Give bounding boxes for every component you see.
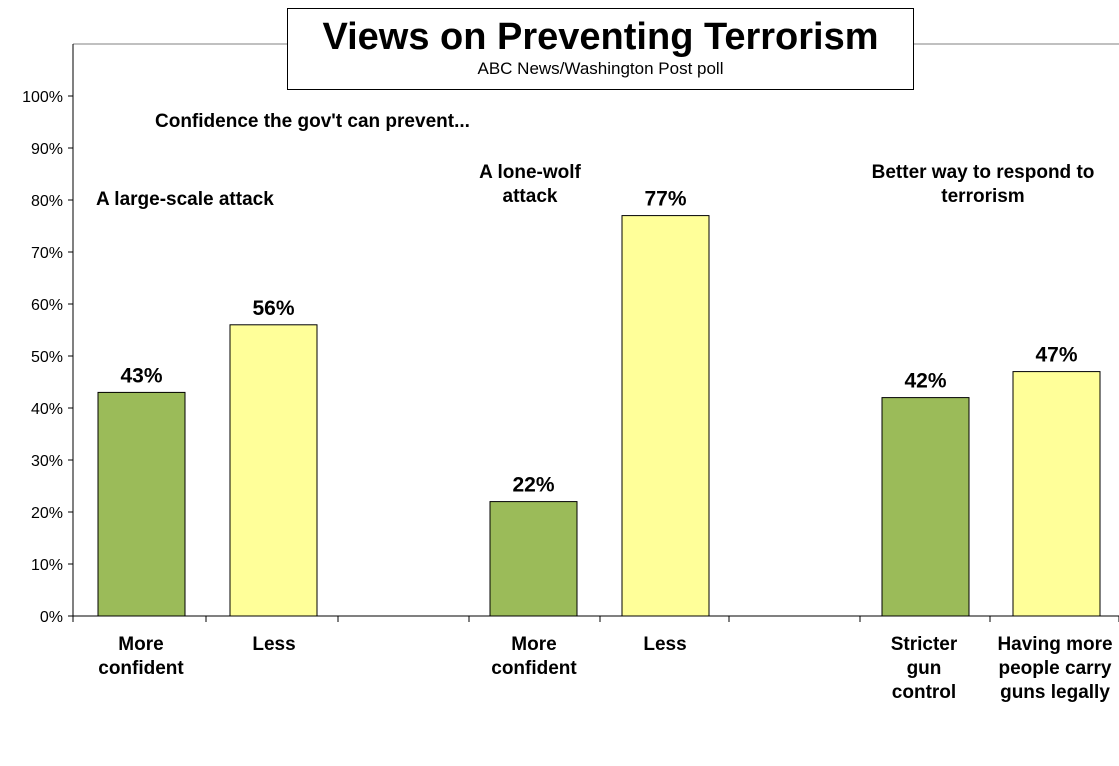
chart-subtitle: ABC News/Washington Post poll: [477, 59, 724, 78]
y-tick-label: 20%: [31, 505, 63, 522]
title-box: Views on Preventing Terrorism ABC News/W…: [287, 8, 914, 90]
y-tick-label: 90%: [31, 141, 63, 158]
y-tick-label: 60%: [31, 297, 63, 314]
annotation-better-way: Better way to respond to terrorism: [871, 162, 1095, 207]
category-label: More confident: [491, 634, 577, 679]
y-tick-label: 50%: [31, 349, 63, 366]
bar: [97, 391, 186, 617]
y-tick-label: 30%: [31, 453, 63, 470]
category-label: Less: [643, 634, 687, 655]
bar: [881, 397, 970, 617]
category-label: Having more people carry guns legally: [997, 634, 1113, 703]
bar: [621, 215, 710, 617]
category-label: Stricter gun control: [890, 634, 958, 703]
category-label: More confident: [98, 634, 184, 679]
y-tick-label: 100%: [22, 89, 63, 106]
annotation-large-scale: A large-scale attack: [96, 189, 274, 210]
data-label: 77%: [644, 188, 686, 211]
data-label: 56%: [252, 297, 294, 320]
data-label: 47%: [1035, 344, 1077, 367]
y-tick-label: 40%: [31, 401, 63, 418]
data-label: 43%: [120, 364, 162, 387]
y-tick-label: 70%: [31, 245, 63, 262]
y-tick-label: 10%: [31, 557, 63, 574]
axes: 0% 10% 20% 30% 40% 50% 60% 70% 80% 90% 100%: [22, 43, 1119, 626]
data-label: 22%: [512, 474, 554, 497]
annotation-lone-wolf: A lone-wolf attack: [479, 162, 581, 207]
bar: [229, 324, 318, 617]
category-label: Less: [252, 634, 296, 655]
bars: [97, 215, 1101, 617]
bar: [489, 501, 578, 617]
value-labels: 43% 56% 22% 77% 42% 47%: [120, 188, 1077, 497]
bar: [1012, 371, 1101, 617]
y-tick-label: 0%: [40, 609, 63, 626]
chart-title: Views on Preventing Terrorism: [322, 16, 879, 58]
y-tick-label: 80%: [31, 193, 63, 210]
data-label: 42%: [904, 370, 946, 393]
annotation-confidence-header: Confidence the gov't can prevent...: [155, 111, 470, 132]
